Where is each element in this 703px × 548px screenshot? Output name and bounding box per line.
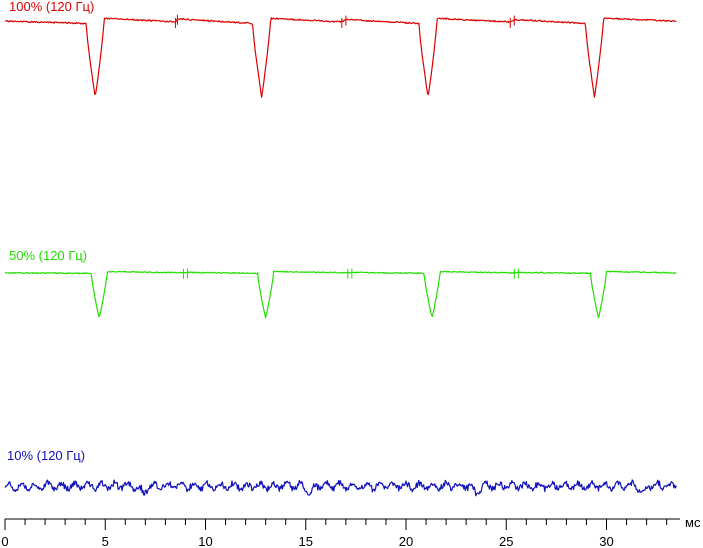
x-axis-minor-ticks (24, 519, 668, 525)
x-axis-major-ticks (4, 519, 607, 530)
plot-area (4, 14, 677, 497)
x-axis-tick-label: 0 (1, 534, 8, 548)
series-label-100: 100% (120 Гц) (9, 0, 94, 14)
x-axis-tick-labels: 0 5 10 15 20 25 30 (1, 534, 613, 548)
x-axis-tick-label: 25 (499, 534, 513, 548)
series-line-50 (4, 270, 677, 319)
x-axis-tick-label: 30 (599, 534, 613, 548)
series-label-50: 50% (120 Гц) (9, 248, 87, 263)
series-label-10: 10% (120 Гц) (7, 448, 85, 463)
x-axis-tick-label: 5 (102, 534, 109, 548)
series-line-100 (4, 17, 677, 98)
x-axis-tick-label: 10 (198, 534, 212, 548)
x-axis-unit-label: мс (685, 515, 701, 530)
x-axis-tick-label: 20 (399, 534, 413, 548)
series-line-10 (4, 479, 677, 497)
x-axis-tick-label: 15 (299, 534, 313, 548)
x-axis: 0 5 10 15 20 25 30 мс (1, 515, 701, 548)
